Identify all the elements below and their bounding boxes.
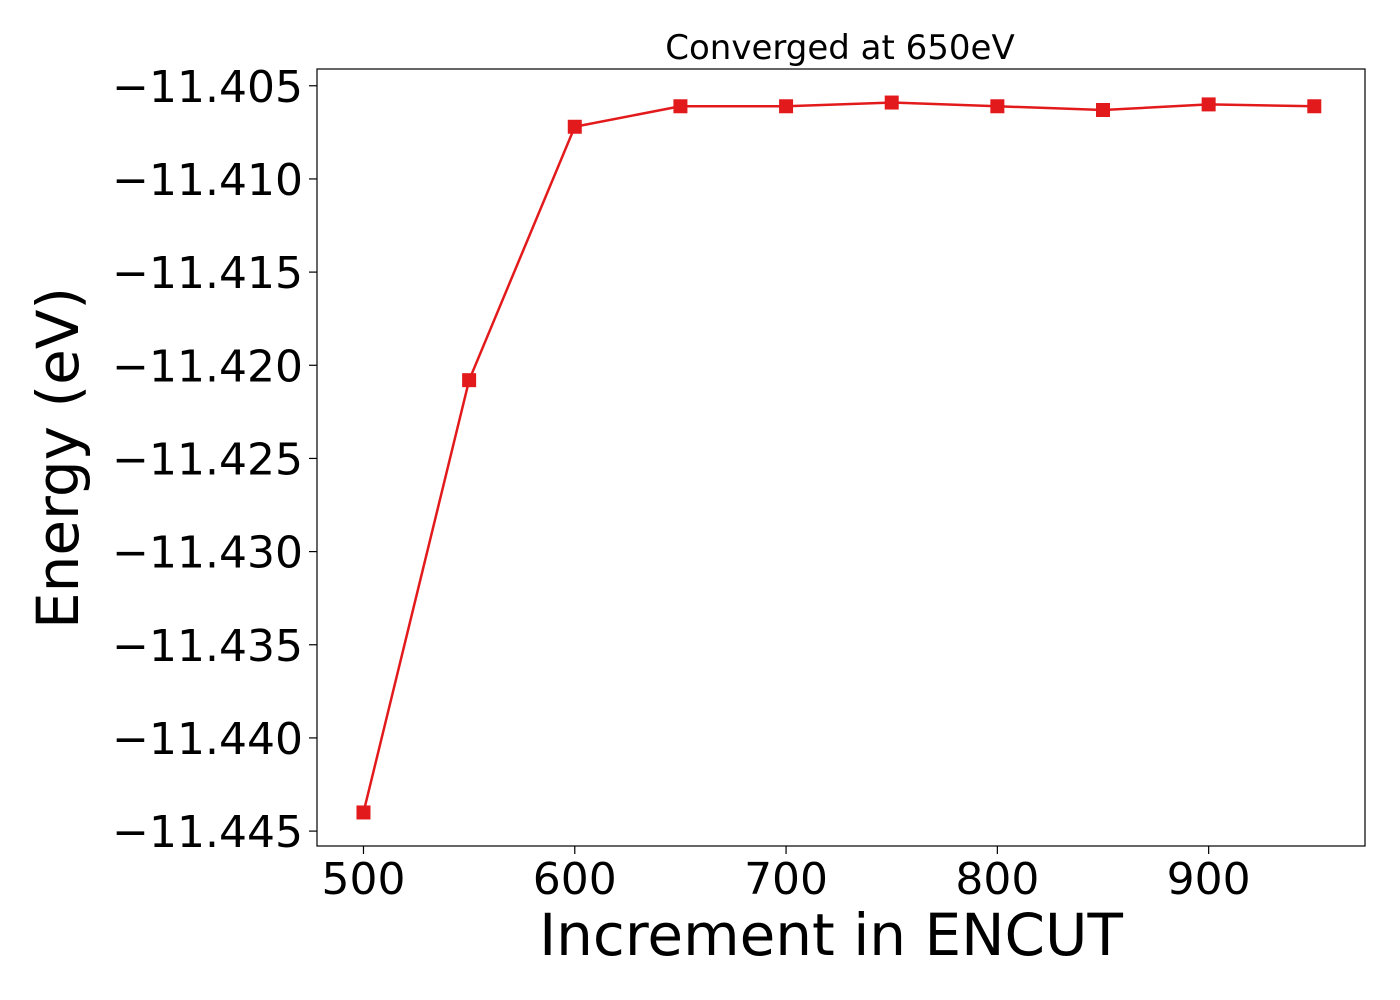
data-point-marker <box>779 99 794 114</box>
x-tick-label: 900 <box>1167 854 1251 905</box>
y-tick-label: −11.415 <box>112 248 303 299</box>
plot-area-frame <box>316 68 1366 847</box>
y-tick-label: −11.420 <box>112 341 303 392</box>
data-point-marker <box>1201 97 1216 112</box>
x-tick-label: 800 <box>955 854 1039 905</box>
x-axis: 500 600 700 800 900 <box>321 846 1251 905</box>
y-axis: −11.445 −11.440 −11.435 −11.430 −11.425 −11.4… <box>112 62 317 858</box>
x-tick-label: 700 <box>744 854 828 905</box>
data-point-marker <box>462 373 477 388</box>
x-axis-title: Increment in ENCUT <box>539 901 1123 969</box>
y-axis-title: Energy (eV) <box>24 287 92 629</box>
x-tick-label: 500 <box>321 854 405 905</box>
y-tick-label: −11.410 <box>112 155 303 206</box>
data-point-marker <box>1307 99 1322 114</box>
y-tick-label: −11.445 <box>112 807 303 858</box>
data-point-marker <box>567 119 582 134</box>
y-tick-label: −11.430 <box>112 528 303 579</box>
data-point-marker <box>673 99 688 114</box>
chart-title: Converged at 650eV <box>665 28 1014 68</box>
y-tick-label: −11.405 <box>112 62 303 113</box>
x-tick-label: 600 <box>533 854 617 905</box>
data-point-marker <box>884 95 899 110</box>
y-tick-label: −11.435 <box>112 621 303 672</box>
data-point-marker <box>1096 102 1110 117</box>
data-point-marker <box>990 99 1005 114</box>
y-tick-label: −11.425 <box>112 434 303 485</box>
y-tick-label: −11.440 <box>112 714 303 765</box>
series-line <box>362 101 1315 813</box>
data-point-marker <box>356 805 371 820</box>
series-layer <box>356 95 1322 820</box>
